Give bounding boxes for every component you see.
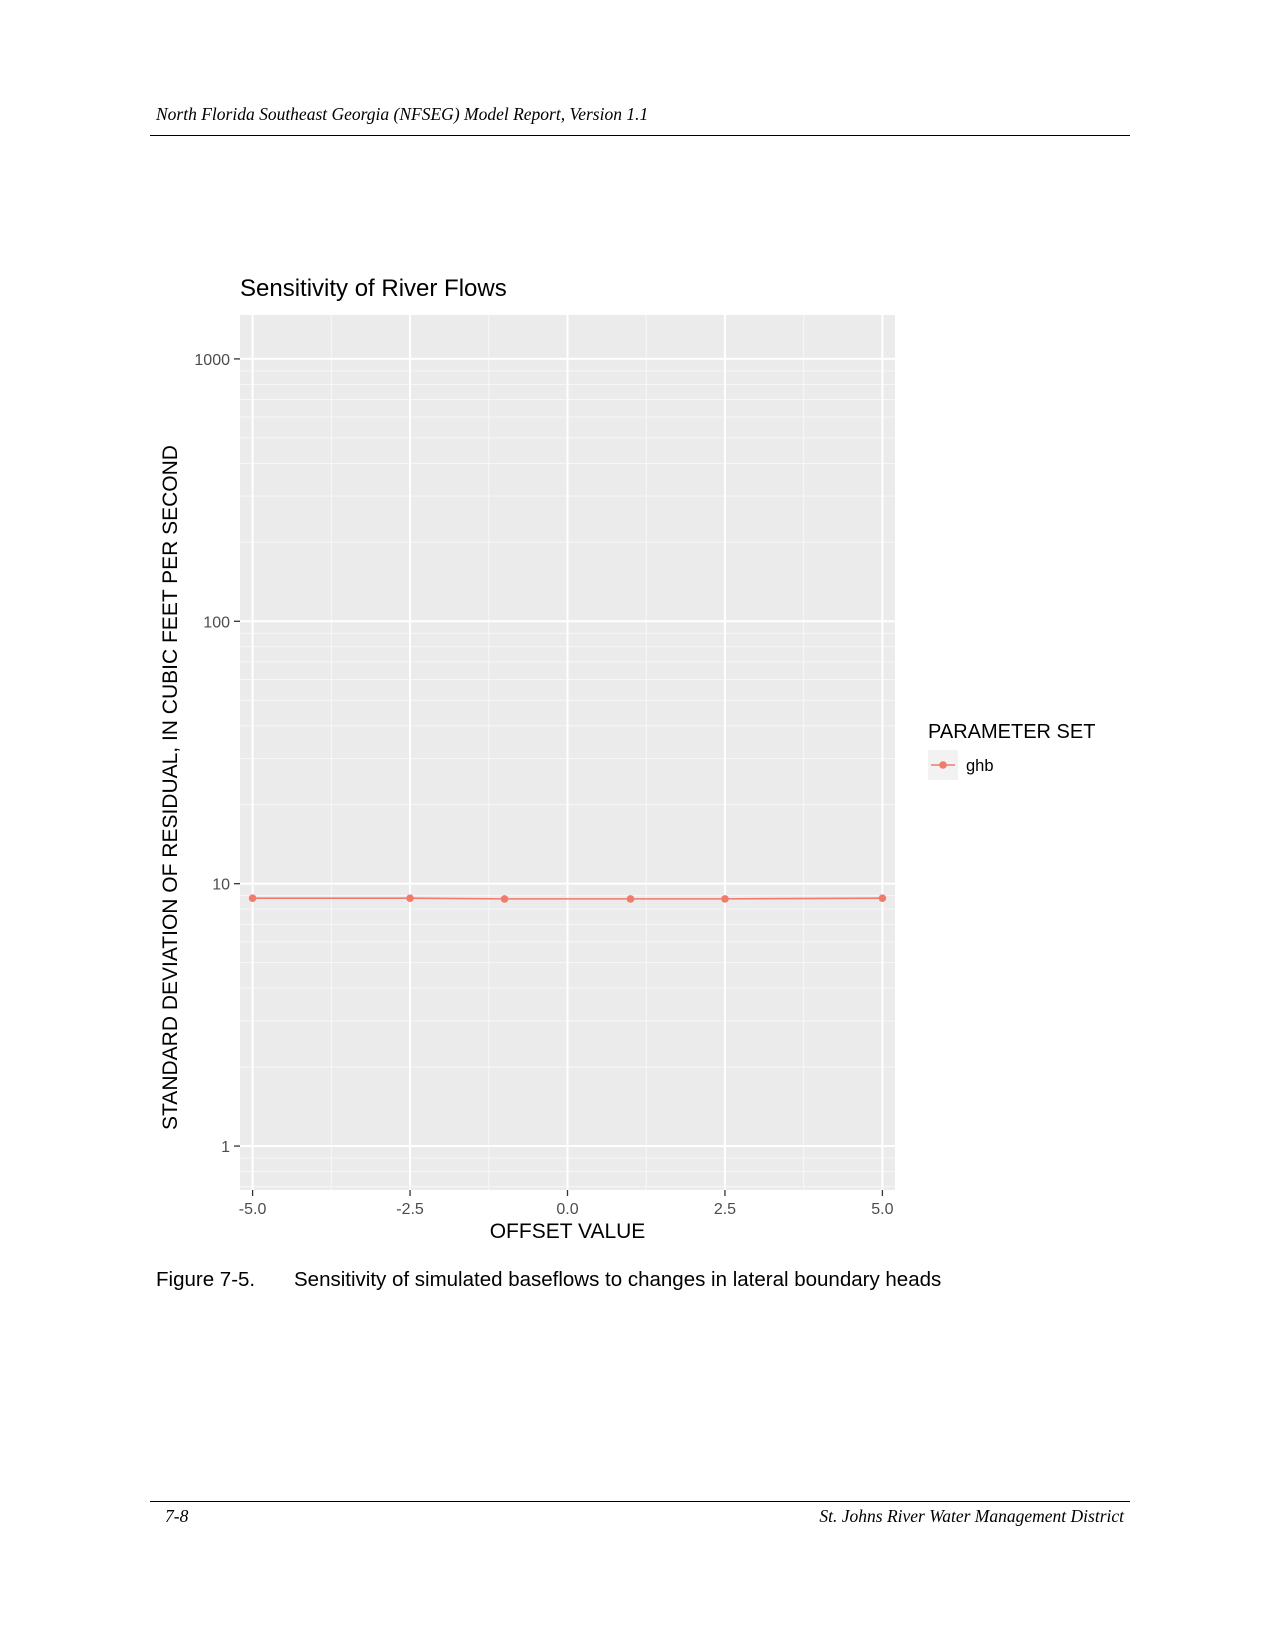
x-tick-label: 0.0 bbox=[556, 1201, 578, 1218]
data-point-ghb bbox=[248, 894, 257, 903]
data-point-ghb bbox=[626, 895, 635, 903]
figure-caption: Figure 7-5. Sensitivity of simulated base… bbox=[156, 1268, 941, 1292]
legend: PARAMETER SET ghb bbox=[928, 721, 1095, 780]
data-point-ghb bbox=[721, 895, 729, 903]
y-tick-label: 1 bbox=[221, 1139, 230, 1156]
series-layer bbox=[248, 894, 887, 903]
page-number: 7-8 bbox=[165, 1506, 189, 1526]
x-tick-label: -5.0 bbox=[239, 1201, 267, 1218]
x-tick-label: 2.5 bbox=[714, 1201, 736, 1218]
y-tick-label: 1000 bbox=[194, 352, 230, 369]
legend-label-ghb: ghb bbox=[966, 757, 994, 775]
legend-title: PARAMETER SET bbox=[928, 721, 1095, 743]
y-tick-label: 100 bbox=[203, 614, 230, 631]
x-tick-label: -2.5 bbox=[396, 1201, 424, 1218]
running-header-text: North Florida Southeast Georgia (NFSEG) … bbox=[156, 104, 649, 124]
figure-caption-text: Sensitivity of simulated baseflows to ch… bbox=[294, 1268, 942, 1291]
running-header: North Florida Southeast Georgia (NFSEG) … bbox=[150, 104, 1130, 136]
data-point-ghb bbox=[500, 895, 509, 903]
series-line-ghb bbox=[252, 897, 883, 900]
y-axis-label: STANDARD DEVIATION OF RESIDUAL, IN CUBIC… bbox=[159, 445, 182, 1130]
legend-key-point bbox=[939, 761, 947, 769]
x-axis: -5.0 -2.5 0.0 2.5 5.0 bbox=[239, 1190, 894, 1218]
figure-number: Figure 7-5. bbox=[156, 1268, 256, 1291]
footer-organization: St. Johns River Water Management Distric… bbox=[819, 1506, 1124, 1526]
y-tick-label: 10 bbox=[212, 877, 230, 894]
x-tick-label: 5.0 bbox=[871, 1201, 893, 1218]
x-axis-label: OFFSET VALUE bbox=[490, 1220, 646, 1243]
data-point-ghb bbox=[878, 894, 887, 903]
major-gridlines bbox=[240, 315, 895, 1190]
chart-title: Sensitivity of River Flows bbox=[240, 275, 507, 302]
y-axis: 1 10 100 1000 bbox=[194, 352, 240, 1156]
page-footer: 7-8 St. Johns River Water Management Dis… bbox=[150, 1501, 1130, 1526]
data-point-ghb bbox=[406, 894, 414, 903]
